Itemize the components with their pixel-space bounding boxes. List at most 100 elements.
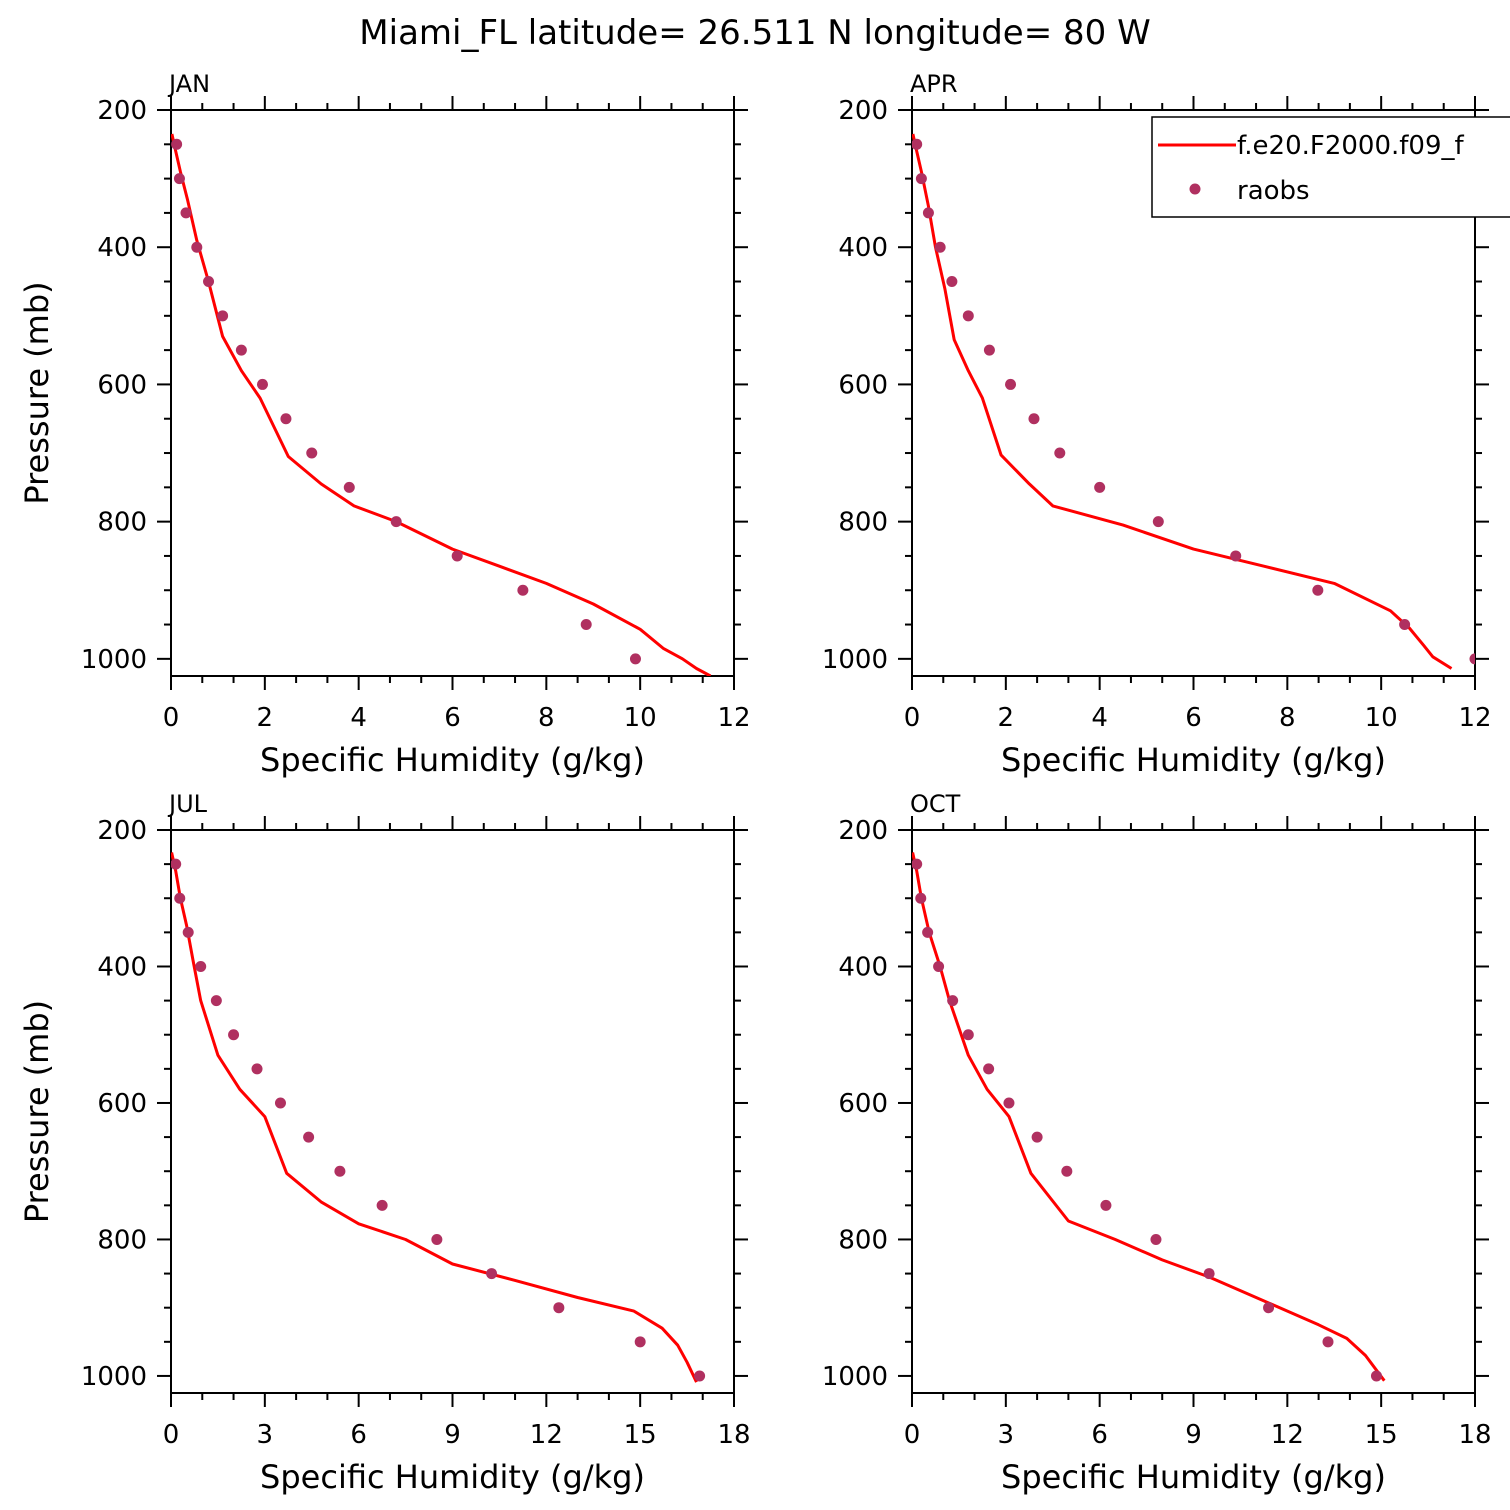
x-tick-label: 15 [1365, 1420, 1398, 1450]
plot-frame [911, 829, 1476, 1394]
x-tick-label: 10 [1365, 703, 1398, 733]
raobs-point [203, 276, 215, 288]
raobs-point [210, 995, 222, 1007]
y-tick-label: 400 [97, 952, 147, 982]
x-tick-label: 6 [1091, 1420, 1108, 1450]
raobs-point [915, 173, 927, 185]
raobs-point [983, 344, 995, 356]
y-tick-label: 200 [97, 96, 147, 126]
raobs-point [922, 926, 934, 938]
raobs-point [195, 960, 207, 972]
x-axis-label: Specific Humidity (g/kg) [260, 1458, 645, 1496]
y-tick-label: 600 [838, 1089, 888, 1119]
y-tick-label: 200 [97, 816, 147, 846]
y-tick-label: 1000 [81, 645, 147, 675]
raobs-point [171, 858, 182, 870]
y-tick-label: 600 [97, 370, 147, 400]
x-tick-label: 3 [998, 1420, 1015, 1450]
y-tick-label: 600 [838, 370, 888, 400]
raobs-point [1230, 550, 1242, 562]
raobs-point [694, 1370, 706, 1382]
raobs-point [1100, 1199, 1112, 1211]
x-tick-label: 0 [163, 703, 180, 733]
x-axis-label: Specific Humidity (g/kg) [1001, 1458, 1386, 1496]
y-tick-label: 600 [97, 1089, 147, 1119]
raobs-point [251, 1063, 263, 1075]
x-axis-label: Specific Humidity (g/kg) [1001, 741, 1386, 779]
raobs-point [451, 550, 463, 562]
raobs-point [1152, 516, 1164, 528]
raobs-point [191, 241, 203, 253]
x-tick-label: 15 [624, 1420, 657, 1450]
x-tick-label: 0 [904, 703, 921, 733]
y-tick-label: 800 [97, 508, 147, 538]
legend-box [1151, 116, 1510, 218]
raobs-point [1203, 1268, 1215, 1280]
raobs-point [1263, 1302, 1275, 1314]
raobs-point [306, 447, 318, 459]
x-tick-label: 3 [257, 1420, 274, 1450]
x-tick-label: 8 [538, 703, 555, 733]
raobs-point [1399, 619, 1411, 631]
panel-oct: OCT 0 3 6 9 12 15 18 200 400 600 800 1000 Specific Hu… [822, 790, 1492, 1496]
panel-label: JUL [167, 790, 208, 818]
raobs-point [1322, 1336, 1334, 1348]
model-series-line [171, 852, 698, 1383]
legend-model-label: f.e20.F2000.f09_f [1237, 131, 1464, 161]
raobs-point [171, 138, 183, 150]
y-tick-label: 800 [838, 508, 888, 538]
x-tick-label: 12 [1271, 1420, 1304, 1450]
x-tick-label: 6 [444, 703, 461, 733]
plot-frame [170, 829, 735, 1394]
raobs-point [303, 1131, 315, 1143]
raobs-point [1054, 447, 1066, 459]
x-tick-label: 10 [624, 703, 657, 733]
raobs-point [934, 241, 946, 253]
raobs-point [180, 207, 192, 219]
raobs-point [962, 310, 974, 322]
raobs-point [1031, 1131, 1043, 1143]
x-tick-label: 6 [1185, 703, 1202, 733]
y-tick-label: 200 [838, 816, 888, 846]
y-tick-label: 800 [838, 1225, 888, 1255]
figure-title: Miami_FL latitude= 26.511 N longitude= 8… [359, 13, 1150, 53]
x-tick-label: 18 [1458, 1420, 1491, 1450]
x-tick-label: 9 [444, 1420, 461, 1450]
raobs-point [1003, 1097, 1015, 1109]
y-tick-label: 200 [838, 96, 888, 126]
raobs-point [1150, 1233, 1162, 1245]
x-tick-label: 0 [904, 1420, 921, 1450]
raobs-point [174, 892, 186, 904]
raobs-point [947, 995, 959, 1007]
raobs-point [486, 1268, 498, 1280]
raobs-point [1312, 584, 1324, 596]
x-tick-label: 9 [1185, 1420, 1202, 1450]
y-tick-label: 800 [97, 1225, 147, 1255]
x-tick-label: 12 [717, 703, 750, 733]
raobs-point [912, 138, 923, 150]
plot-area [171, 852, 706, 1383]
raobs-point [1005, 378, 1017, 390]
raobs-point [228, 1029, 240, 1041]
model-series-line [171, 133, 712, 676]
raobs-point [634, 1336, 646, 1348]
raobs-point [553, 1302, 565, 1314]
raobs-point [173, 173, 185, 185]
model-series-line [912, 852, 1386, 1382]
raobs-point [962, 1029, 974, 1041]
raobs-point [1094, 481, 1106, 493]
raobs-point [1469, 653, 1475, 665]
raobs-point [983, 1063, 995, 1075]
panel-label: JAN [167, 70, 210, 98]
legend-obs-label: raobs [1237, 176, 1310, 206]
raobs-point [1028, 413, 1040, 425]
raobs-point [235, 344, 247, 356]
legend-obs-marker [1189, 183, 1201, 195]
x-tick-label: 2 [257, 703, 274, 733]
y-axis-label: Pressure (mb) [18, 281, 56, 504]
raobs-point [343, 481, 355, 493]
y-tick-label: 1000 [822, 1362, 888, 1392]
raobs-point [580, 619, 592, 631]
raobs-point [946, 276, 958, 288]
